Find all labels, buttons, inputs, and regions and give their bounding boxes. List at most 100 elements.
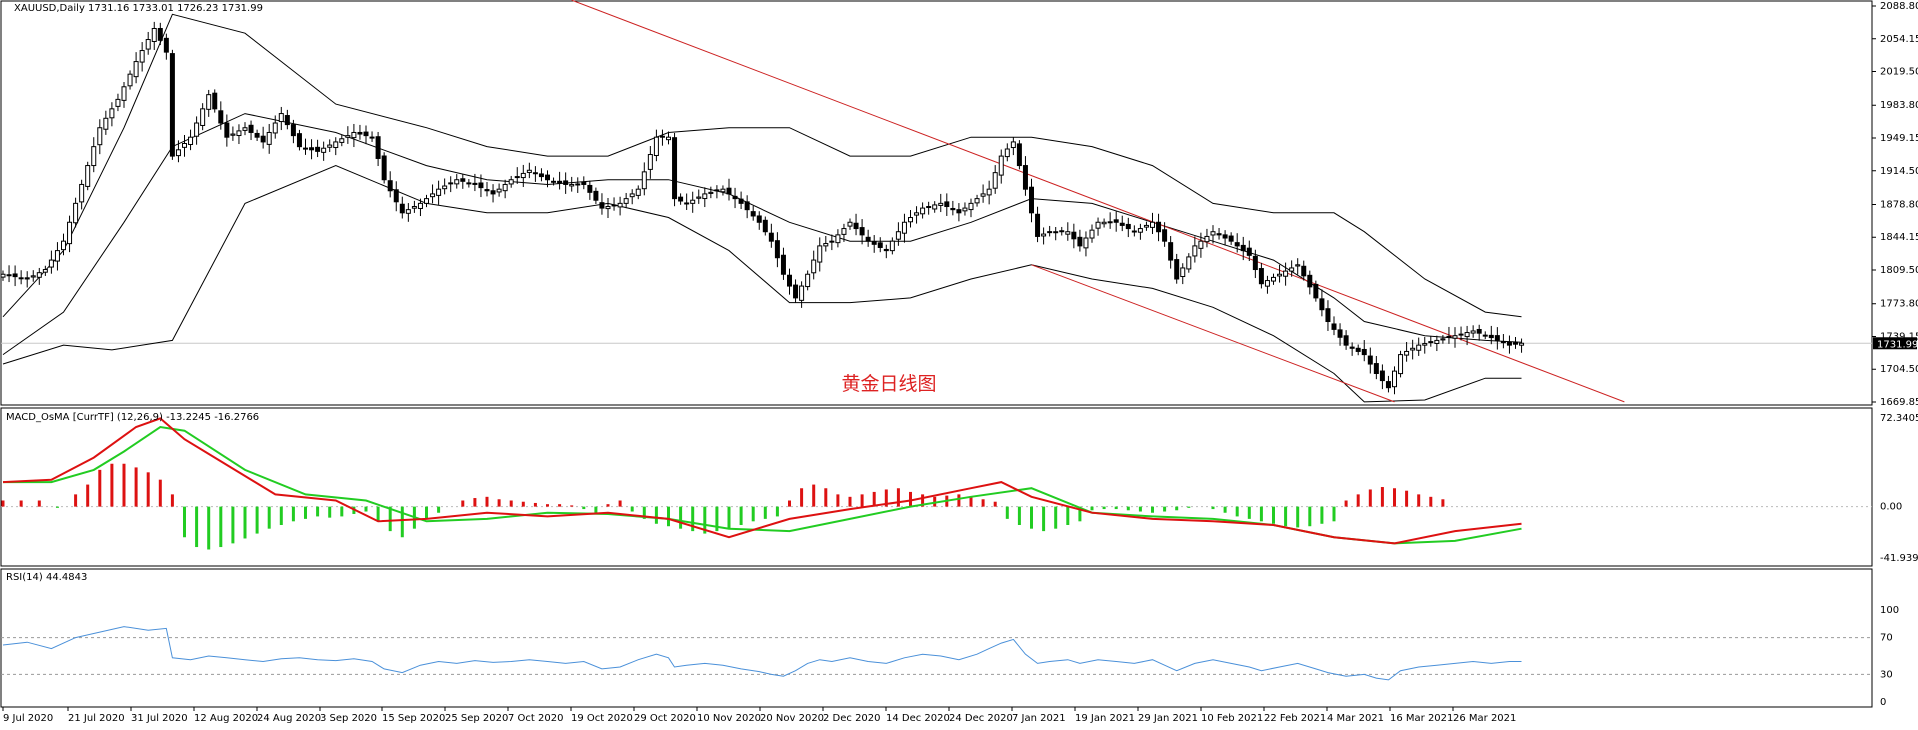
candle-body [1174, 259, 1180, 280]
candle-body [212, 92, 218, 110]
candle-body [339, 138, 345, 143]
time-tick-label: 19 Oct 2020 [571, 713, 633, 724]
candle-body [442, 185, 448, 190]
candle-body [284, 115, 290, 126]
candle-body [1410, 347, 1416, 351]
candle-body [1337, 329, 1343, 338]
candle-body [1319, 298, 1325, 311]
candle-body [1156, 221, 1162, 233]
candle-body [351, 131, 357, 139]
time-tick-label: 31 Jul 2020 [131, 713, 188, 724]
candle-body [1228, 235, 1234, 242]
candle-body [357, 131, 363, 135]
candle-body [303, 147, 308, 150]
candle-body [1252, 255, 1258, 271]
candle-body [581, 181, 587, 185]
price-tick-label: 1773.80 [1880, 299, 1918, 310]
candle-body [684, 202, 690, 205]
last-price-box [1873, 337, 1917, 350]
candle-body [230, 133, 236, 136]
price-tick-label: 1844.15 [1880, 232, 1918, 243]
candle-body [545, 174, 550, 181]
candle-body [321, 147, 327, 153]
candle-body [472, 182, 478, 185]
candle-body [1446, 335, 1452, 338]
time-tick-label: 24 Aug 2020 [257, 713, 321, 724]
candle-body [1398, 354, 1404, 375]
candle-body [659, 135, 665, 138]
candle-body [998, 155, 1004, 176]
price-tick-label: 2054.15 [1880, 34, 1918, 45]
candle-body [139, 50, 145, 63]
candle-body [823, 243, 829, 247]
candle-body [938, 202, 944, 206]
candle-body [696, 196, 702, 199]
candle-body [774, 240, 780, 259]
candle-body [762, 219, 768, 233]
time-tick-label: 12 Aug 2020 [194, 713, 258, 724]
price-tick-label: 1704.50 [1880, 364, 1918, 375]
candle-body [1513, 342, 1518, 345]
time-tick-label: 15 Sep 2020 [382, 713, 445, 724]
candle-body [1065, 231, 1071, 235]
time-tick-label: 22 Feb 2021 [1264, 713, 1326, 724]
price-tick-label: 1914.50 [1880, 166, 1918, 177]
candle-body [986, 188, 992, 196]
candle-body [478, 182, 484, 189]
candle-body [666, 136, 671, 141]
candle-body [387, 180, 393, 192]
candle-body [1373, 363, 1379, 375]
candle-body [127, 73, 133, 87]
candle-body [200, 108, 206, 126]
candle-body [944, 201, 950, 208]
candle-body [175, 149, 181, 157]
candle-body [242, 127, 248, 131]
candle-body [901, 221, 907, 234]
candle-body [1464, 332, 1470, 338]
candle-body [702, 193, 708, 200]
candle-body [1482, 334, 1488, 337]
candle-body [430, 193, 436, 198]
candle-body [605, 206, 611, 210]
candle-body [1016, 143, 1022, 167]
candle-body [169, 53, 175, 157]
candle-body [1053, 231, 1059, 234]
candle-body [151, 27, 157, 42]
candle-body [278, 113, 284, 123]
candle-body [1246, 247, 1252, 256]
candle-body [853, 222, 859, 230]
candle-body [726, 187, 732, 195]
candle-body [780, 254, 786, 275]
candle-body [629, 193, 635, 198]
candle-body [1440, 338, 1446, 341]
candle-body [296, 133, 302, 148]
candle-body [1361, 348, 1367, 356]
candle-body [115, 98, 121, 107]
candle-body [85, 165, 91, 187]
candle-body [42, 269, 48, 273]
candle-body [1488, 334, 1494, 339]
time-tick-label: 7 Oct 2020 [508, 713, 563, 724]
candle-body [1071, 231, 1077, 240]
candle-body [738, 198, 744, 204]
candle-body [859, 227, 865, 236]
candle-body [877, 242, 883, 248]
last-price-label: 1731.99 [1877, 339, 1918, 350]
price-tick-label: 2088.80 [1880, 1, 1918, 12]
candle-body [1494, 335, 1500, 341]
candle-body [36, 272, 42, 278]
candle-body [157, 27, 163, 41]
macd-tick-label: -41.9393 [1880, 553, 1918, 564]
rsi-tick-label: 70 [1880, 633, 1893, 644]
candle-body [91, 146, 97, 167]
candle-body [18, 277, 24, 280]
candle-body [932, 204, 938, 210]
candle-body [1041, 233, 1047, 237]
candle-body [315, 146, 321, 152]
candle-body [1325, 308, 1331, 323]
candle-body [145, 39, 151, 50]
candle-body [720, 188, 726, 193]
rsi-tick-label: 0 [1880, 697, 1886, 708]
candle-body [61, 240, 66, 251]
